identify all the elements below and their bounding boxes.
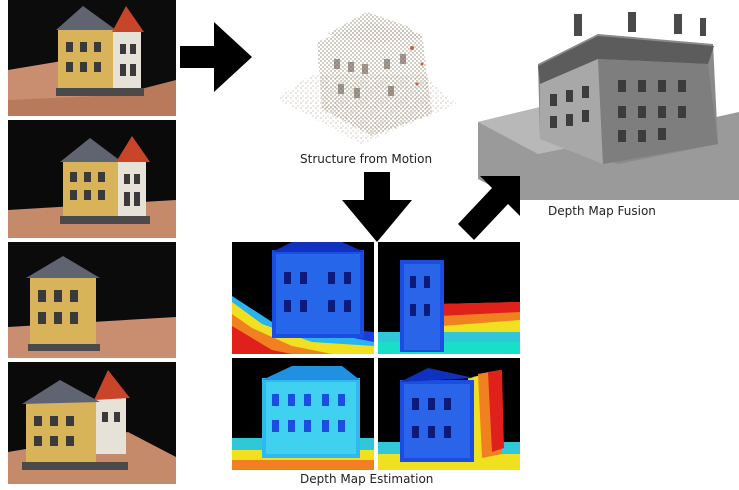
sfm-point-cloud — [272, 4, 462, 154]
arrow-down-icon — [342, 172, 412, 242]
depth-map-4 — [378, 358, 520, 470]
fusion-label: Depth Map Fusion — [548, 204, 656, 218]
sfm-label: Structure from Motion — [300, 152, 433, 166]
arrow-diagonal-icon — [458, 176, 520, 240]
depth-map-2 — [378, 242, 520, 354]
input-photo-3 — [8, 242, 176, 358]
estimation-label: Depth Map Estimation — [300, 472, 434, 486]
input-photo-1 — [8, 0, 176, 116]
depth-map-3 — [232, 358, 374, 470]
depth-map-1 — [232, 242, 374, 354]
input-photo-2 — [8, 120, 176, 238]
fused-mesh — [478, 4, 739, 200]
arrow-right-icon — [180, 22, 252, 92]
input-photo-4 — [8, 362, 176, 484]
